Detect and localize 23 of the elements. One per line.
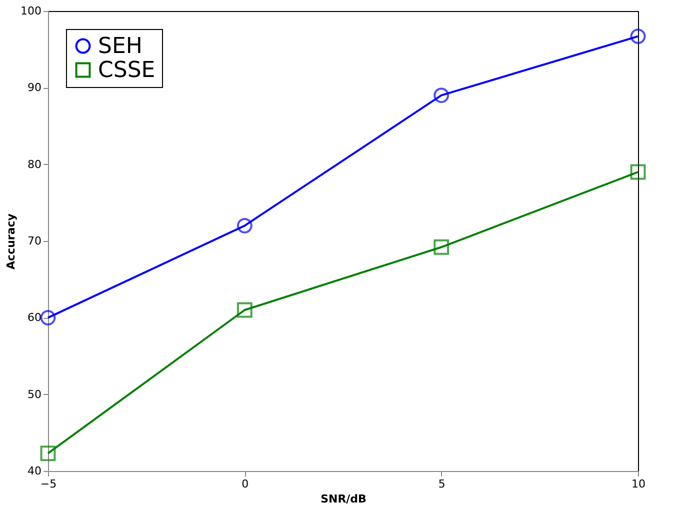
x-tick-label: 5 — [438, 478, 446, 490]
legend-label: SEH — [98, 34, 142, 59]
x-tick-label: −5 — [40, 478, 57, 490]
point — [630, 28, 646, 44]
point — [434, 239, 450, 255]
y-tick-label: 90 — [28, 81, 42, 94]
point — [236, 218, 252, 234]
y-tick-label: 70 — [28, 234, 42, 248]
point — [236, 302, 252, 318]
x-axis-title: SNR/dB — [320, 492, 366, 506]
point — [40, 310, 56, 326]
point — [630, 164, 646, 180]
point — [40, 446, 56, 462]
y-tick-label: 80 — [28, 158, 42, 171]
y-tick-label: 60 — [28, 311, 42, 324]
y-tick-label: 100 — [20, 4, 42, 18]
x-tick-label: 10 — [632, 478, 646, 490]
y-tick-label: 50 — [28, 388, 42, 401]
point — [434, 88, 450, 104]
y-tick-label: 40 — [28, 464, 42, 478]
legend-label: CSSE — [98, 58, 156, 83]
x-tick-label: 0 — [242, 478, 249, 490]
y-axis-title: Accuracy — [4, 214, 18, 270]
